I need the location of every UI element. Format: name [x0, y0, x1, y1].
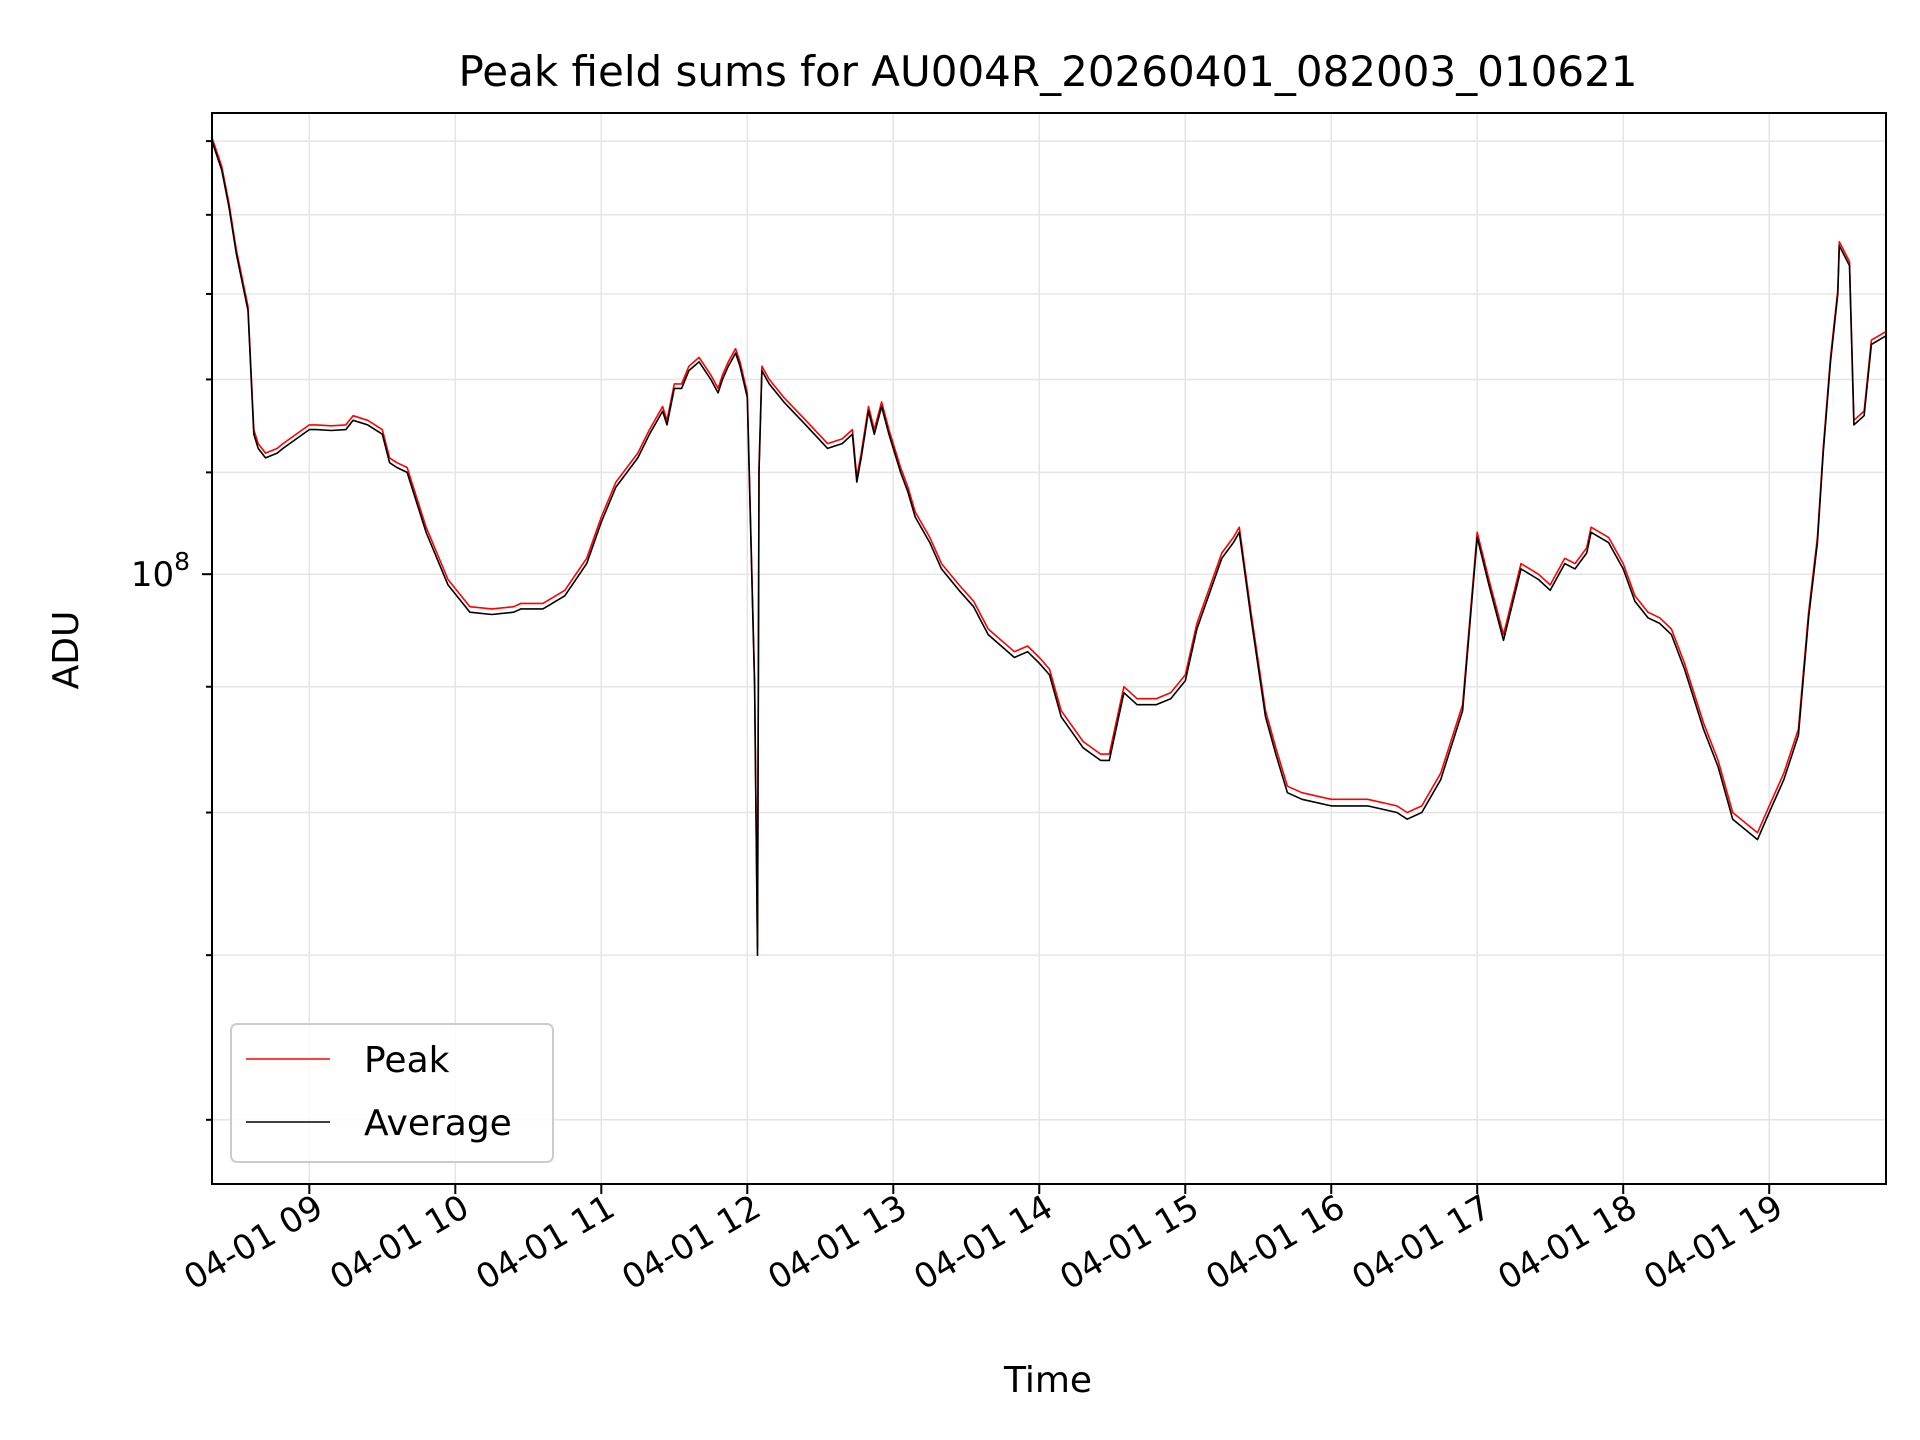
- plot-frame: [211, 112, 1887, 1185]
- legend: Peak Average: [230, 1023, 554, 1163]
- x-axis-label: Time: [1003, 1360, 1092, 1401]
- grid: [212, 113, 1886, 1184]
- chart-title: Peak field sums for AU004R_20260401_0820…: [458, 47, 1637, 96]
- legend-peak-label: Peak: [364, 1040, 450, 1081]
- plot-lines: [211, 137, 1887, 956]
- series-line-peak: [211, 137, 1887, 949]
- legend-average-label: Average: [364, 1103, 512, 1144]
- series-line-average: [211, 140, 1887, 956]
- y-axis-ticks: 108: [131, 140, 212, 1121]
- y-tick-label: 108: [131, 547, 190, 595]
- y-axis-label: ADU: [46, 611, 87, 690]
